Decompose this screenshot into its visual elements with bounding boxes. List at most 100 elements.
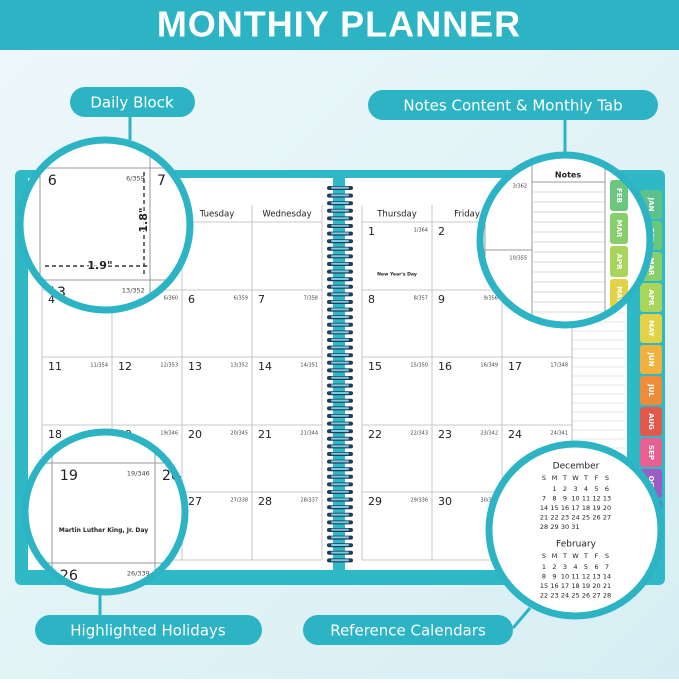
spiral-ring: [331, 323, 349, 326]
spiral-ring: [331, 430, 349, 432]
calendar-weekday: S: [605, 474, 609, 482]
calendar-day: 3: [573, 485, 577, 493]
month-tab: [610, 180, 628, 211]
day-number: 22: [368, 428, 382, 441]
spiral-ring: [331, 506, 349, 508]
calendar-day: 16: [550, 582, 558, 590]
day-count: 8/357: [414, 296, 428, 302]
calendar-day: 24: [561, 592, 569, 600]
calendar-weekday: T: [562, 552, 567, 560]
calendar-day: 26: [592, 514, 600, 522]
spiral-ring: [331, 331, 349, 334]
month-tab: [640, 345, 662, 374]
calendar-day: 1: [542, 563, 546, 571]
spiral-ring: [331, 498, 349, 501]
spiral-ring: [331, 384, 349, 387]
month-tab-label: JAN: [647, 197, 655, 212]
day-number: 6: [188, 293, 195, 306]
spiral-ring: [331, 468, 349, 470]
calendar-weekday: F: [595, 474, 599, 482]
day-number: 14: [258, 360, 272, 373]
spiral-ring: [331, 240, 349, 242]
calendar-day: 8: [542, 573, 546, 581]
callout-label: Reference Calendars: [330, 622, 486, 640]
spiral-ring: [331, 521, 349, 524]
day-count: 29/336: [410, 498, 428, 504]
dimension-height: 1.8": [137, 207, 150, 232]
spiral-ring: [331, 551, 349, 554]
callout-pill: [35, 615, 262, 645]
zoom-notes: Notes 3/362 10/355 FEB MAR APR MAY: [476, 151, 654, 329]
spiral-ring: [331, 475, 349, 478]
spiral-ring: [331, 186, 349, 189]
spiral-ring: [331, 437, 349, 440]
calendar-day: 11: [582, 495, 590, 503]
day-number: 8: [368, 293, 375, 306]
day-count: 6/359: [126, 174, 145, 182]
calendar-day: 23: [561, 514, 569, 522]
calendar-day: 29: [550, 523, 558, 531]
spiral-ring: [331, 270, 349, 273]
day-number: 24: [508, 428, 522, 441]
dimension-width: 1.9": [87, 259, 112, 272]
calendar-day: 2: [552, 563, 556, 571]
spiral-ring: [331, 369, 349, 372]
day-count: 11/354: [90, 363, 108, 369]
calendar-month: December: [553, 462, 600, 472]
spiral-ring: [331, 194, 349, 197]
day-count: 10/355: [509, 256, 527, 262]
calendar-day: 10: [561, 573, 569, 581]
holiday-note: Martin Luther King, Jr. Day: [59, 527, 148, 534]
day-count: 1/364: [414, 228, 428, 234]
spiral-ring: [331, 460, 349, 463]
calendar-weekday: F: [595, 552, 599, 560]
day-count: 26/339: [127, 569, 150, 577]
day-number: 1: [368, 225, 375, 238]
spiral-ring: [331, 232, 349, 235]
calendar-day: 28: [540, 523, 548, 531]
weekday-header: Thursday: [376, 210, 417, 220]
spiral-ring: [331, 346, 349, 349]
calendar-day: 23: [550, 592, 558, 600]
spiral-ring: [331, 255, 349, 258]
calendar-day: 18: [571, 582, 579, 590]
calendar-day: 10: [571, 495, 579, 503]
day-number: 9: [438, 293, 445, 306]
month-tab: [640, 314, 662, 343]
holiday-note: New Year's Day: [377, 272, 417, 278]
spiral-ring: [331, 262, 349, 265]
month-tab: [640, 407, 662, 436]
calendar-day: 17: [561, 582, 569, 590]
day-number: 17: [508, 360, 522, 373]
callout-pill: [70, 87, 195, 117]
calendar-day: 22: [540, 592, 548, 600]
calendar-day: 18: [582, 504, 590, 512]
day-number: 12: [118, 360, 132, 373]
spiral-ring: [331, 361, 349, 364]
calendar-weekday: S: [542, 552, 546, 560]
calendar-day: 28: [603, 592, 611, 600]
day-count: 3/362: [513, 184, 527, 190]
calendar-day: 17: [571, 504, 579, 512]
day-count: 19/346: [127, 469, 150, 477]
calendar-day: 3: [563, 563, 567, 571]
day-count: 16/349: [480, 363, 498, 369]
day-number: 13: [188, 360, 202, 373]
day-number: 18: [48, 428, 62, 441]
spiral-ring: [331, 407, 349, 410]
day-count: 13/352: [122, 286, 145, 294]
spiral-ring: [331, 293, 349, 296]
day-count: 30/335: [480, 498, 498, 504]
calendar-day: 8: [552, 495, 556, 503]
month-tab: [640, 376, 662, 405]
calendar-day: 16: [561, 504, 569, 512]
spiral-ring: [331, 308, 349, 311]
day-count: 21/344: [300, 431, 318, 437]
month-tab-label: JUN: [647, 351, 655, 366]
day-count: 6/360: [164, 296, 178, 302]
day-number: 7: [258, 293, 265, 306]
calendar-day: 6: [605, 485, 609, 493]
